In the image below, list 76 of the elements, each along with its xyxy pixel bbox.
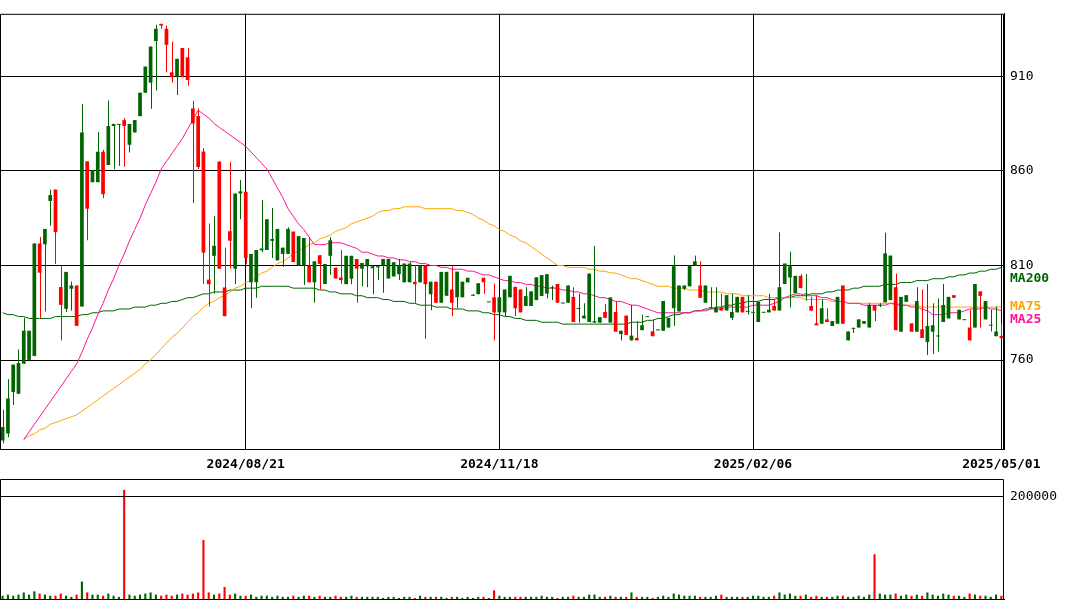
series-label: MA75	[1010, 298, 1042, 314]
y-tick-label: 910	[1010, 67, 1034, 83]
candlestick	[994, 306, 998, 337]
candlestick	[175, 58, 179, 96]
candlestick	[930, 302, 935, 355]
y-tick-label: 860	[1010, 162, 1034, 178]
candlestick	[412, 264, 417, 304]
candlestick	[58, 264, 63, 341]
candlestick	[492, 283, 496, 341]
candlestick	[122, 117, 127, 168]
bar	[493, 590, 496, 599]
candlestick	[43, 228, 47, 312]
x-tick-label: 2025/02/06	[713, 456, 793, 472]
bar	[223, 587, 226, 599]
bar	[371, 596, 374, 599]
candlestick	[375, 265, 380, 281]
candlestick	[48, 189, 53, 227]
y-tick-label: 810	[1010, 256, 1034, 272]
series-label: MA25	[1010, 311, 1042, 327]
bar	[519, 596, 522, 599]
bar	[202, 540, 205, 599]
candlestick	[819, 298, 824, 325]
bar	[123, 489, 126, 599]
series-label: MA200	[1010, 269, 1050, 285]
candlestick	[941, 283, 946, 323]
bar	[873, 554, 876, 599]
x-tick-label: 2024/08/21	[206, 456, 286, 472]
bar	[17, 594, 20, 599]
bar	[334, 595, 337, 599]
candlestick	[117, 123, 121, 167]
candlestick	[206, 222, 211, 308]
candlestick	[698, 260, 703, 299]
candlestick	[154, 24, 158, 91]
bar	[836, 595, 839, 599]
bar	[593, 594, 596, 599]
bar	[54, 595, 57, 599]
candlestick	[328, 236, 333, 276]
candlestick	[745, 294, 750, 316]
candlestick	[936, 298, 940, 353]
bar	[86, 592, 89, 599]
bar	[197, 592, 200, 599]
x-tick-label: 2024/11/18	[460, 456, 539, 472]
candlestick	[238, 179, 243, 220]
bar	[80, 581, 83, 599]
bar	[482, 596, 485, 599]
candlestick	[169, 41, 174, 84]
bar	[926, 592, 929, 599]
bar	[207, 592, 210, 599]
bar	[630, 592, 633, 599]
bar	[149, 592, 152, 599]
candlestick	[428, 281, 433, 311]
candlestick	[988, 309, 993, 332]
bar	[408, 596, 411, 599]
bar	[947, 594, 950, 599]
candlestick	[354, 258, 359, 304]
candlestick	[228, 161, 232, 270]
candlestick	[978, 290, 983, 329]
bar	[778, 592, 781, 599]
candlestick	[967, 309, 972, 341]
bar	[33, 591, 36, 599]
bar	[165, 594, 168, 599]
bar	[984, 595, 987, 599]
bar	[22, 592, 25, 599]
bar	[128, 594, 131, 599]
bar	[667, 596, 670, 599]
bar	[91, 594, 94, 599]
candlestick	[920, 288, 924, 339]
candlestick	[513, 286, 518, 317]
candlestick	[381, 258, 385, 294]
candlestick	[307, 236, 311, 283]
candlestick	[317, 254, 322, 290]
text: 200000	[1010, 487, 1057, 503]
bar	[910, 595, 913, 599]
y-tick-label: 760	[1010, 351, 1034, 367]
x-tick-label: 2025/05/01	[962, 456, 1041, 472]
candlestick	[730, 293, 734, 321]
